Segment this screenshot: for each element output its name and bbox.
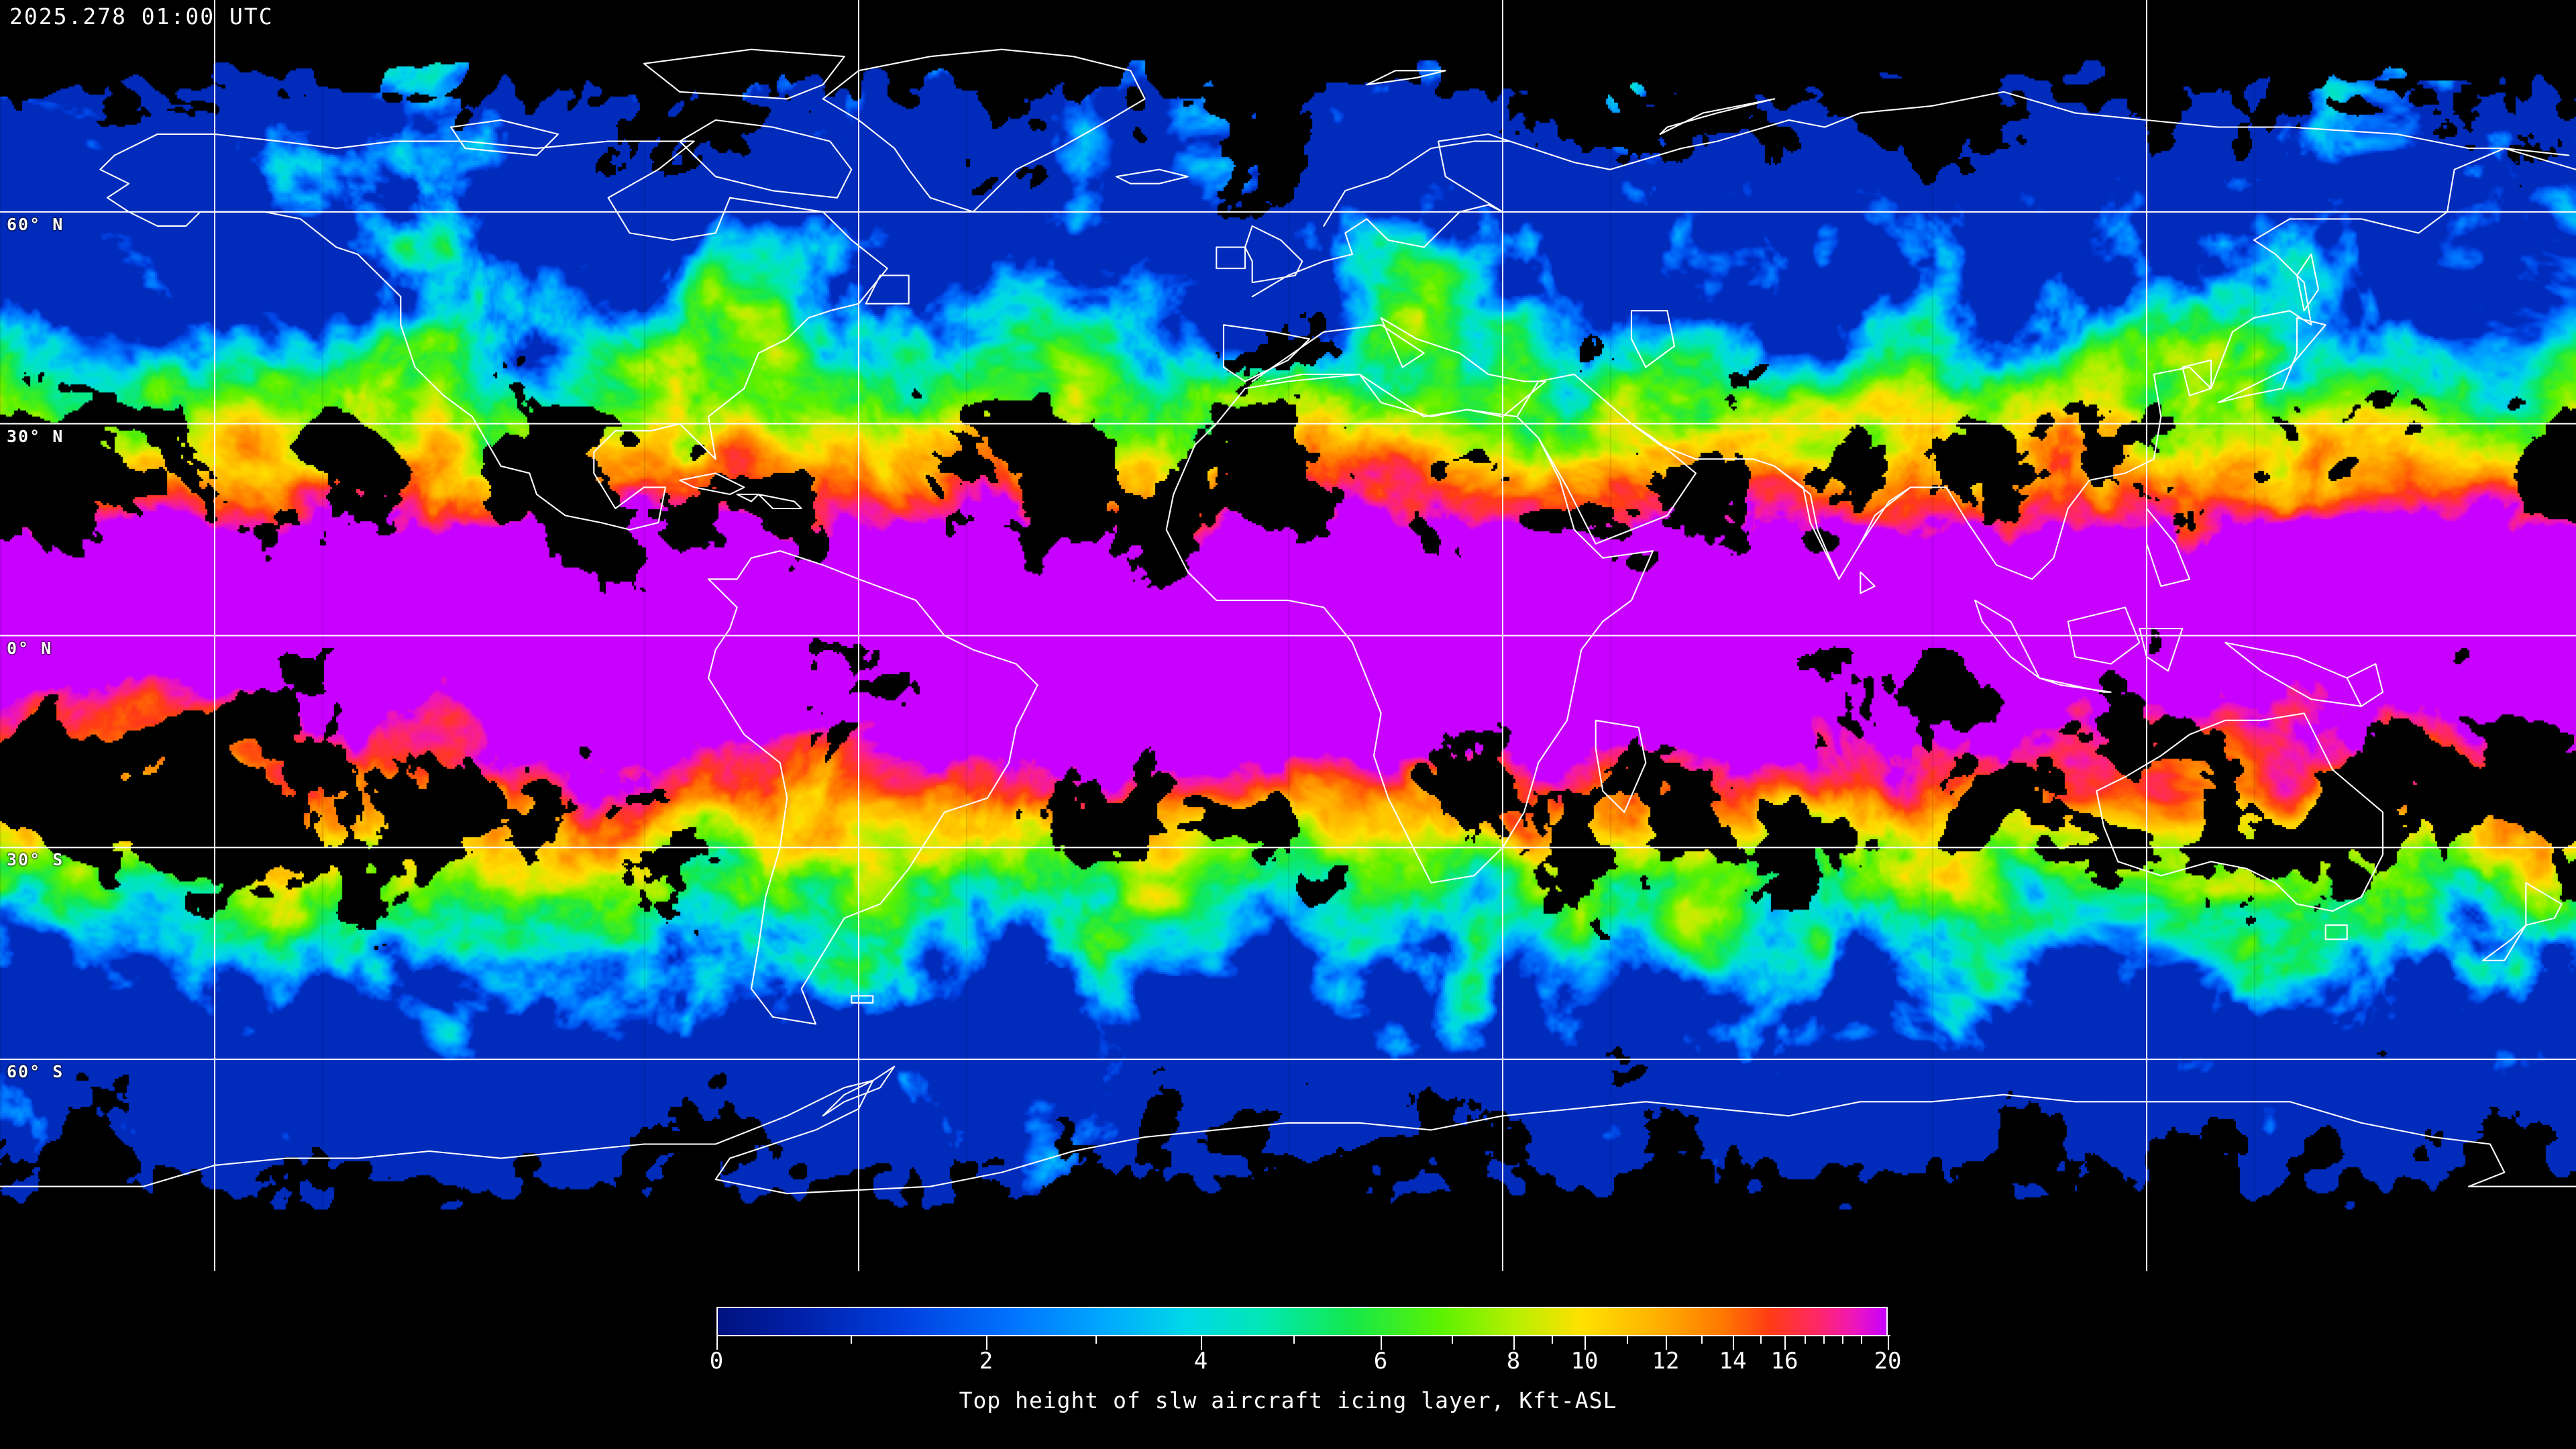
colorbar-caption: Top height of slw aircraft icing layer, … [959, 1387, 1617, 1413]
icing-field-raster [0, 0, 2576, 1271]
lat-label-0: 0° N [7, 638, 53, 658]
colorbar-gradient-frame [716, 1307, 1888, 1335]
colorbar-tick-label: 14 [1719, 1348, 1747, 1375]
colorbar-baseline [716, 1335, 1890, 1336]
lat-label-30n: 30° N [7, 426, 64, 446]
colorbar-tick-label: 4 [1193, 1348, 1208, 1375]
colorbar[interactable]: 0 2 4 6 8 10 12 14 16 20 [710, 1307, 1901, 1374]
lat-label-60s: 60° S [7, 1062, 64, 1082]
colorbar-tick-label: 12 [1652, 1348, 1680, 1375]
colorbar-gradient [718, 1308, 1886, 1335]
colorbar-tick-label: 20 [1874, 1348, 1902, 1375]
colorbar-tick-label: 0 [709, 1348, 724, 1375]
colorbar-tick-label: 8 [1506, 1348, 1521, 1375]
global-icing-map[interactable] [0, 0, 2576, 1271]
timestamp-label: 2025.278 01:00 UTC [9, 3, 274, 30]
colorbar-ticks [716, 1336, 1889, 1350]
colorbar-tick-label: 6 [1373, 1348, 1388, 1375]
lat-label-30s: 30° S [7, 850, 64, 870]
colorbar-tick-label: 16 [1770, 1348, 1799, 1375]
colorbar-tick-label: 2 [979, 1348, 994, 1375]
colorbar-tick-label: 10 [1570, 1348, 1599, 1375]
lat-label-60n: 60° N [7, 214, 64, 234]
colorbar-tick-labels: 0 2 4 6 8 10 12 14 16 20 [710, 1348, 1902, 1375]
